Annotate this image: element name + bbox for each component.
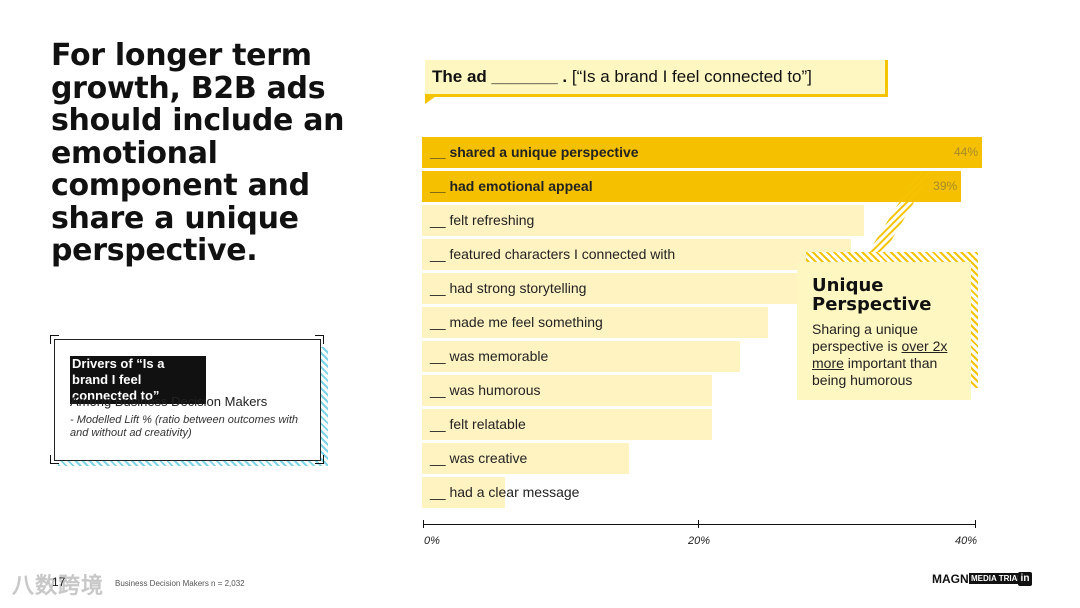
x-tick (423, 520, 424, 528)
bar-label: __ featured characters I connected with (430, 246, 676, 262)
bar-label: __ felt relatable (430, 416, 526, 432)
question-prefix: The ad _______ . (432, 67, 568, 86)
insight-body-text: Sharing a unique perspective is (812, 321, 918, 354)
bar (422, 443, 630, 474)
bar-label: __ had strong storytelling (430, 280, 587, 296)
legend-tag: Drivers of “Is a brand I feel connected … (70, 356, 206, 404)
page-number: 17 (52, 575, 66, 589)
bar (422, 137, 982, 168)
bar-label: __ had a clear message (430, 484, 580, 500)
question-callout (425, 60, 888, 97)
media-trials-logo: MEDIA TRIALS (969, 573, 1030, 584)
crop-mark-icon (50, 455, 59, 464)
x-tick-label: 0% (424, 535, 440, 547)
insight-body: Sharing a unique perspective is over 2x … (812, 321, 962, 389)
bar-label: __ was humorous (430, 382, 541, 398)
bar (422, 307, 768, 338)
question-text: The ad _______ . [“Is a brand I feel con… (432, 67, 812, 87)
bar (422, 239, 851, 270)
x-tick (698, 520, 699, 528)
bar-label: __ was memorable (430, 348, 549, 364)
x-tick-label: 40% (955, 535, 978, 547)
connector-hatch-icon (866, 172, 932, 256)
crop-mark-icon (315, 455, 324, 464)
bar (422, 375, 713, 406)
insight-title: Unique Perspective (812, 275, 932, 315)
bar-label: __ felt refreshing (430, 212, 535, 228)
bar-label: __ made me feel something (430, 314, 603, 330)
bar (422, 171, 962, 202)
page-headline: For longer term growth, B2B ads should i… (51, 38, 345, 268)
bar-label: __ had emotional appeal (430, 178, 593, 194)
footer-note: Business Decision Makers n = 2,032 (115, 579, 245, 588)
insight-emphasis: over 2x more (812, 338, 948, 371)
question-suffix: [“Is a brand I feel connected to”] (571, 67, 812, 86)
bar-label: __ shared a unique perspective (430, 144, 639, 160)
bar (422, 273, 837, 304)
bar (422, 341, 740, 372)
x-tick (975, 520, 976, 528)
insight-body-text: important than being humorous (812, 355, 938, 388)
bar-value-label: 39% (933, 179, 958, 193)
crop-mark-icon (315, 335, 324, 344)
watermark: 八数跨境 (12, 573, 105, 598)
x-axis (423, 524, 976, 525)
bar-label: __ was creative (430, 450, 528, 466)
magna-logo: MAGNA (932, 572, 978, 586)
legend-subtitle: Among Business Decision Makers (70, 394, 268, 409)
crop-mark-icon (50, 335, 59, 344)
bar (422, 205, 865, 236)
callout-tail-icon (425, 94, 439, 104)
bar (422, 477, 505, 508)
bar (422, 409, 713, 440)
linkedin-icon: in (1018, 572, 1032, 586)
x-tick-label: 20% (688, 535, 711, 547)
legend-note: - Modelled Lift % (ratio between outcome… (70, 414, 299, 439)
insight-box (797, 262, 971, 400)
bar-value-label: 44% (954, 145, 979, 159)
